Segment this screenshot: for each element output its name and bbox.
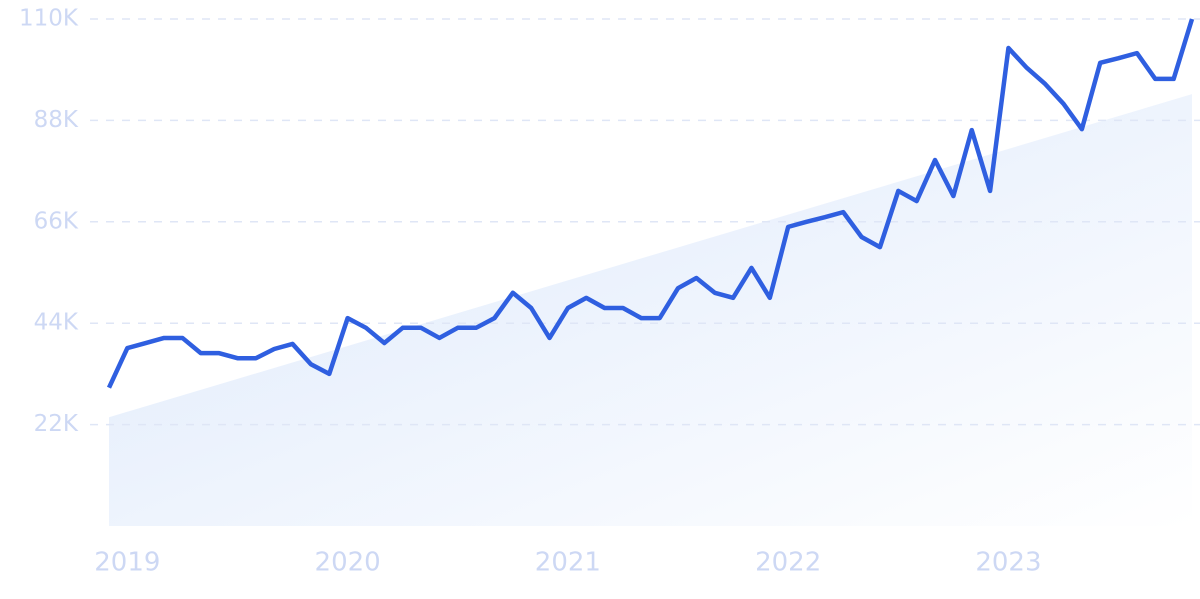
x-tick-label: 2020 [315,548,381,578]
y-tick-label: 44K [34,310,79,336]
x-tick-label: 2019 [94,548,160,578]
x-tick-label: 2021 [535,548,601,578]
y-tick-label: 88K [34,107,79,133]
x-tick-label: 2022 [755,548,821,578]
x-tick-label: 2023 [975,548,1041,578]
y-tick-label: 66K [34,208,79,234]
y-tick-label: 110K [19,6,79,32]
trend-area [109,94,1192,527]
y-tick-label: 22K [34,411,79,437]
data-line [106,18,1195,389]
